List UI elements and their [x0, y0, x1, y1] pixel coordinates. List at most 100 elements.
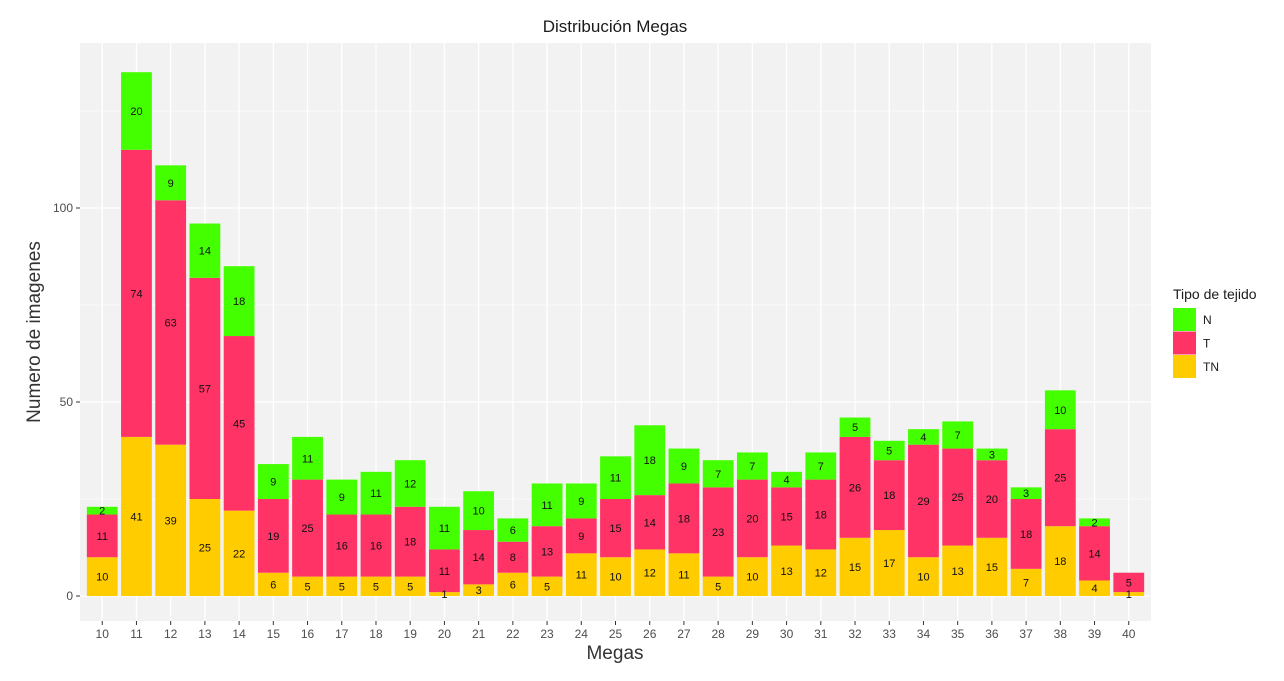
bar-segment-t [839, 436, 871, 538]
x-tick-label: 36 [985, 627, 999, 641]
data-label: 39 [165, 515, 177, 527]
legend-key-t [1173, 331, 1196, 355]
bar-segment-n [463, 491, 495, 531]
bar-segment-t [394, 506, 426, 577]
bar-segment-n [873, 440, 905, 461]
data-label: 22 [233, 548, 245, 560]
bar-segment-tn [1010, 568, 1042, 596]
bar-segment-tn [805, 549, 837, 596]
data-label: 25 [1054, 473, 1066, 485]
data-label: 13 [952, 566, 964, 578]
y-tick-label: 100 [53, 201, 73, 215]
data-label: 5 [544, 581, 550, 593]
bar-segment-n [257, 464, 289, 499]
data-label: 20 [986, 494, 998, 506]
bar-segment-t [908, 444, 939, 558]
bar-segment-n [292, 436, 323, 480]
y-axis-ticks: 0 50 100 [53, 201, 80, 603]
bar-segment-tn [429, 592, 460, 596]
bar-segment-tn [702, 576, 734, 596]
data-label: 10 [1054, 405, 1066, 417]
bar-segment-n [942, 421, 974, 449]
bar-segment-tn [634, 549, 666, 596]
bar-segment-tn [360, 576, 392, 596]
x-tick-label: 11 [130, 627, 143, 641]
data-label: 11 [439, 523, 450, 535]
x-tick-label: 23 [540, 627, 554, 641]
data-label: 18 [644, 455, 656, 467]
bar-segment-t [600, 499, 631, 558]
x-tick-label: 35 [951, 627, 965, 641]
data-label: 12 [404, 478, 416, 490]
data-label: 25 [301, 523, 313, 535]
data-label: 57 [199, 383, 211, 395]
bars-group [86, 72, 1145, 596]
chart-title: Distribución Megas [543, 17, 688, 36]
data-label: 16 [370, 541, 382, 553]
data-label: 11 [439, 566, 450, 578]
data-label: 15 [986, 562, 998, 574]
bar-segment-n [429, 506, 460, 550]
data-label: 5 [852, 422, 858, 434]
bar-segment-n [155, 165, 187, 201]
bar-segment-n [908, 429, 939, 445]
x-tick-label: 38 [1054, 627, 1068, 641]
bar-segment-tn [497, 572, 529, 596]
bar-segment-t [257, 499, 289, 573]
bar-segment-tn [908, 557, 939, 596]
data-label: 23 [712, 527, 724, 539]
bar-segment-n [771, 471, 802, 488]
data-label: 18 [404, 537, 416, 549]
data-label: 5 [339, 581, 345, 593]
bar-segment-tn [292, 576, 323, 596]
bar-segment-t [976, 460, 1008, 538]
data-label: 15 [780, 511, 792, 523]
bar-segment-tn [1113, 592, 1145, 596]
data-label: 3 [476, 585, 482, 597]
x-tick-label: 15 [267, 627, 281, 641]
data-label: 6 [510, 525, 516, 537]
bar-segment-tn [565, 553, 597, 596]
x-tick-label: 28 [711, 627, 725, 641]
data-label: 11 [576, 570, 587, 582]
data-label: 6 [510, 579, 516, 591]
bar-segment-n [394, 460, 426, 507]
bar-segment-n [565, 483, 597, 519]
bar-segment-tn [1079, 580, 1110, 596]
bar-segment-t [326, 514, 358, 577]
data-label: 14 [473, 552, 485, 564]
bar-segment-tn [223, 510, 255, 596]
bar-segment-tn [189, 499, 221, 596]
data-label: 7 [818, 461, 824, 473]
data-label: 20 [746, 513, 758, 525]
bar-segment-n [189, 223, 221, 278]
data-label: 9 [339, 492, 345, 504]
data-label: 41 [130, 511, 142, 523]
x-tick-label: 22 [506, 627, 520, 641]
bar-segment-tn [326, 576, 358, 596]
bar-segment-t [805, 479, 837, 550]
data-label: 3 [1023, 488, 1029, 500]
bar-segment-tn [771, 545, 802, 596]
bar-segment-tn [839, 537, 871, 596]
legend-label-t: T [1203, 337, 1211, 351]
data-label: 14 [199, 246, 211, 258]
bar-segment-t [634, 495, 666, 550]
data-label: 5 [715, 581, 721, 593]
bar-segment-t [771, 487, 802, 546]
bar-segment-t [223, 336, 255, 511]
data-label: 2 [1091, 517, 1097, 529]
bar-segment-tn [257, 572, 289, 596]
data-label: 10 [96, 572, 108, 584]
bar-segment-t [429, 549, 460, 593]
bar-segment-tn [155, 444, 187, 596]
x-tick-label: 34 [917, 627, 931, 641]
data-label: 25 [952, 492, 964, 504]
data-label: 7 [749, 461, 755, 473]
data-label: 2 [99, 506, 105, 518]
bar-segment-n [223, 266, 255, 337]
x-tick-label: 12 [164, 627, 178, 641]
x-tick-label: 25 [609, 627, 623, 641]
x-tick-label: 19 [404, 627, 418, 641]
